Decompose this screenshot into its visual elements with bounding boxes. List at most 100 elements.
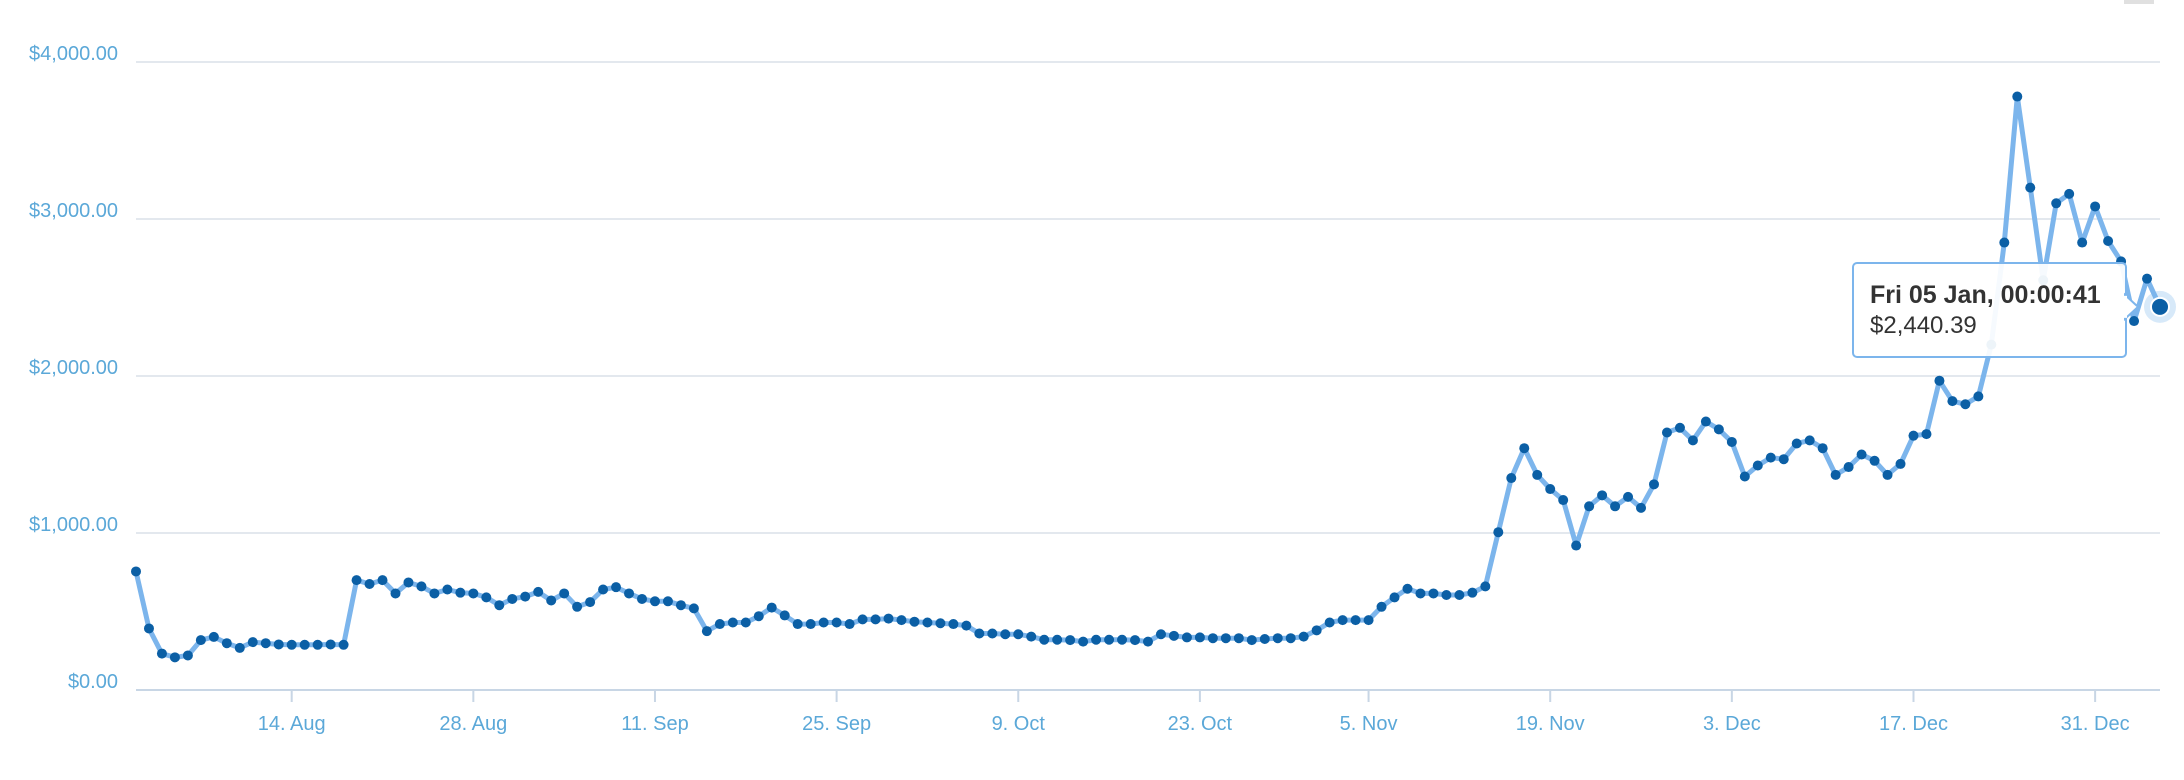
data-point[interactable] — [377, 575, 388, 586]
data-point[interactable] — [1311, 625, 1322, 636]
data-point[interactable] — [1661, 427, 1672, 438]
data-point[interactable] — [1973, 391, 1984, 402]
data-point[interactable] — [1545, 484, 1556, 495]
data-point[interactable] — [1869, 455, 1880, 466]
data-point[interactable] — [325, 639, 336, 650]
data-point[interactable] — [1713, 424, 1724, 435]
data-point[interactable] — [662, 596, 673, 607]
data-point[interactable] — [598, 584, 609, 595]
export-menu-button[interactable] — [2124, 0, 2154, 4]
data-point[interactable] — [779, 610, 790, 621]
data-point[interactable] — [1843, 462, 1854, 473]
data-point[interactable] — [727, 617, 738, 628]
data-point[interactable] — [1623, 491, 1634, 502]
data-point[interactable] — [714, 619, 725, 630]
data-point[interactable] — [1065, 635, 1076, 646]
data-point[interactable] — [221, 638, 232, 649]
data-point[interactable] — [805, 619, 816, 630]
data-point[interactable] — [766, 602, 777, 613]
data-point[interactable] — [1908, 430, 1919, 441]
data-point[interactable] — [1636, 502, 1647, 513]
data-point[interactable] — [857, 614, 868, 625]
data-point[interactable] — [624, 588, 635, 599]
data-point[interactable] — [1078, 636, 1089, 647]
data-point[interactable] — [935, 618, 946, 629]
data-point[interactable] — [533, 586, 544, 597]
data-point[interactable] — [1143, 636, 1153, 647]
data-point[interactable] — [1493, 527, 1504, 538]
data-point[interactable] — [1506, 473, 1517, 484]
data-point[interactable] — [2077, 237, 2088, 248]
data-point[interactable] — [234, 642, 245, 653]
data-point[interactable] — [1350, 615, 1361, 626]
data-point[interactable] — [1739, 471, 1750, 482]
data-point[interactable] — [364, 579, 375, 590]
data-point[interactable] — [1272, 633, 1283, 644]
data-point[interactable] — [1363, 615, 1374, 626]
data-point[interactable] — [1791, 438, 1802, 449]
data-point[interactable] — [416, 581, 427, 592]
data-point[interactable] — [1194, 632, 1205, 643]
data-point[interactable] — [2025, 182, 2036, 193]
data-point[interactable] — [961, 620, 972, 631]
data-point[interactable] — [572, 601, 583, 612]
data-point[interactable] — [1532, 469, 1543, 480]
data-point[interactable] — [701, 626, 712, 637]
data-point[interactable] — [1817, 443, 1828, 454]
data-point[interactable] — [312, 639, 323, 650]
data-point[interactable] — [1882, 469, 1893, 480]
data-point[interactable] — [792, 619, 803, 630]
data-point[interactable] — [494, 600, 505, 611]
data-point[interactable] — [1856, 449, 1867, 460]
data-point[interactable] — [403, 577, 414, 588]
data-point[interactable] — [1389, 592, 1400, 603]
data-point[interactable] — [987, 628, 998, 639]
data-point[interactable] — [1246, 635, 1257, 646]
data-point[interactable] — [260, 638, 271, 649]
data-point[interactable] — [688, 603, 699, 614]
data-point[interactable] — [131, 566, 141, 577]
data-point[interactable] — [1674, 422, 1685, 433]
data-point-hovered[interactable] — [2150, 296, 2170, 317]
data-point[interactable] — [1921, 429, 1932, 440]
data-point[interactable] — [1402, 583, 1413, 594]
data-point[interactable] — [1454, 590, 1465, 601]
data-point[interactable] — [1415, 588, 1426, 599]
data-point[interactable] — [2129, 316, 2140, 327]
data-point[interactable] — [844, 619, 855, 630]
data-point[interactable] — [1039, 634, 1050, 645]
data-point[interactable] — [468, 588, 479, 599]
data-point[interactable] — [1026, 631, 1037, 642]
data-point[interactable] — [195, 635, 206, 646]
data-point[interactable] — [1117, 634, 1128, 645]
data-point[interactable] — [1207, 633, 1218, 644]
data-point[interactable] — [1052, 634, 1063, 645]
data-point[interactable] — [1649, 479, 1659, 490]
data-point[interactable] — [1687, 435, 1698, 446]
data-point[interactable] — [1480, 581, 1491, 592]
data-point[interactable] — [247, 637, 258, 648]
data-point[interactable] — [1130, 635, 1141, 646]
data-point[interactable] — [156, 648, 167, 659]
data-point[interactable] — [1181, 632, 1192, 643]
data-point[interactable] — [1233, 633, 1244, 644]
data-point[interactable] — [1298, 631, 1309, 642]
data-point[interactable] — [1610, 501, 1621, 512]
data-point[interactable] — [922, 617, 933, 628]
data-point[interactable] — [611, 582, 622, 593]
data-point[interactable] — [143, 623, 154, 634]
data-point[interactable] — [909, 616, 920, 627]
data-point[interactable] — [1558, 495, 1569, 506]
data-point[interactable] — [1726, 436, 1737, 447]
data-point[interactable] — [286, 639, 297, 650]
data-point[interactable] — [585, 597, 596, 608]
data-point[interactable] — [2103, 235, 2114, 246]
data-point[interactable] — [520, 591, 531, 602]
data-point[interactable] — [1285, 633, 1296, 644]
data-point[interactable] — [429, 588, 440, 599]
data-point[interactable] — [481, 592, 492, 603]
data-point[interactable] — [208, 631, 219, 642]
data-point[interactable] — [273, 639, 284, 650]
data-point[interactable] — [2012, 91, 2023, 102]
data-point[interactable] — [1830, 469, 1841, 480]
